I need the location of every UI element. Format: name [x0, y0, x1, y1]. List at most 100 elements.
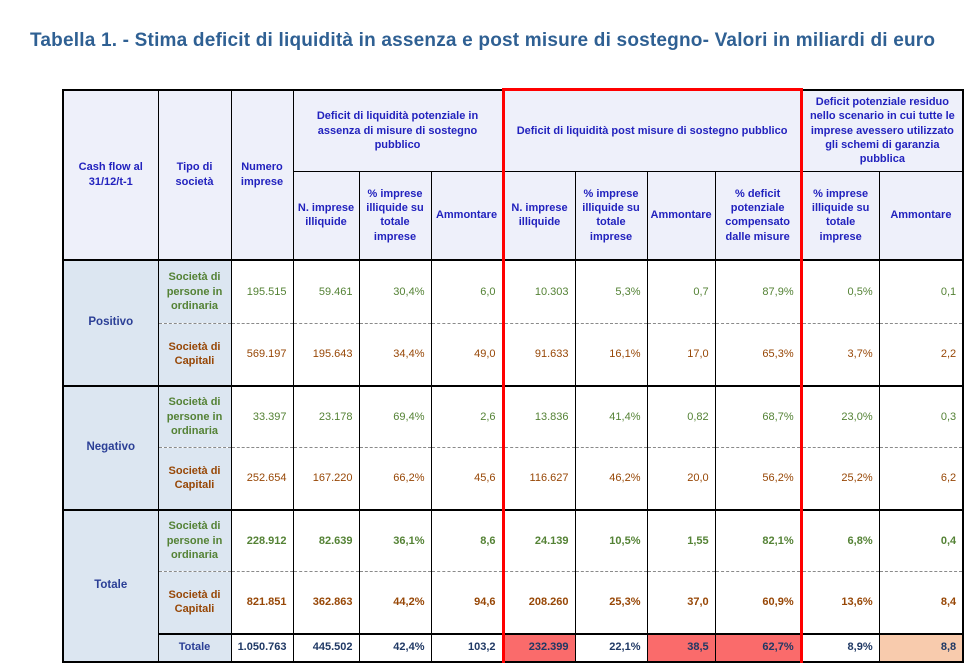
header-cash-flow: Cash flow al 31/12/t-1: [62, 89, 159, 260]
value-cell: 1.050.763: [230, 632, 294, 662]
value-cell: 6,2: [878, 447, 964, 510]
value-cell: 36,1%: [358, 508, 432, 572]
value-cell: 6,0: [430, 258, 504, 324]
value-cell: 0,7: [646, 258, 716, 324]
value-cell: 42,4%: [358, 632, 432, 662]
value-cell: 44,2%: [358, 571, 432, 634]
value-cell: 167.220: [292, 447, 360, 510]
value-cell: 228.912: [230, 508, 294, 572]
value-cell: 10,5%: [574, 508, 648, 572]
value-cell: 195.515: [230, 258, 294, 324]
value-cell: 5,3%: [574, 258, 648, 324]
value-cell: 23.178: [292, 384, 360, 448]
value-cell: 2,2: [878, 323, 964, 386]
value-cell: 569.197: [230, 323, 294, 386]
value-cell: 17,0: [646, 323, 716, 386]
value-cell-highlight-orange: 8,8: [878, 632, 964, 662]
row-group-negativo: Negativo: [62, 384, 159, 510]
value-cell: 94,6: [430, 571, 504, 634]
subheader-pct-imprese-illiquide: % imprese illiquide su totale imprese: [800, 171, 880, 260]
value-cell: 6,8%: [800, 508, 880, 572]
value-cell: 445.502: [292, 632, 360, 662]
header-group-row: Cash flow al 31/12/t-1 Tipo di società N…: [62, 88, 964, 260]
table-row: Negativo Società di persone in ordinaria…: [62, 384, 964, 510]
value-cell: 25,3%: [574, 571, 648, 634]
group-header-assenza-misure: Deficit di liquidità potenziale in assen…: [292, 89, 504, 172]
tipo-societa-capitali: Società di Capitali: [157, 323, 232, 386]
value-cell: 59.461: [292, 258, 360, 324]
header-sub-row: N. imprese illiquide % imprese illiquide…: [63, 171, 964, 260]
value-cell: 362.863: [292, 571, 360, 634]
value-cell: 116.627: [501, 447, 576, 510]
value-cell: 195.643: [292, 323, 360, 386]
group-header-residuo-garanzia: Deficit potenziale residuo nello scenari…: [800, 89, 964, 172]
value-cell-highlight-red: 38,5: [646, 632, 716, 662]
value-cell: 30,4%: [358, 258, 432, 324]
value-cell: 87,9%: [714, 258, 803, 324]
tipo-societa-persone: Società di persone in ordinaria: [157, 508, 232, 572]
header-tipo-societa: Tipo di società: [157, 89, 232, 260]
value-cell: 13,6%: [800, 571, 880, 634]
value-cell: 23,0%: [800, 384, 880, 448]
value-cell: 24.139: [501, 508, 576, 572]
value-cell: 69,4%: [358, 384, 432, 448]
value-cell: 103,2: [430, 632, 504, 662]
row-group-totale: Totale: [62, 508, 159, 662]
table-row: Totale Società di persone in ordinaria 2…: [62, 508, 964, 662]
liquidity-table: Cash flow al 31/12/t-1 Tipo di società N…: [62, 88, 965, 663]
value-cell: 60,9%: [714, 571, 803, 634]
subheader-pct-imprese-illiquide: % imprese illiquide su totale imprese: [574, 171, 648, 260]
value-cell: 82.639: [292, 508, 360, 572]
value-cell: 82,1%: [714, 508, 803, 572]
table-container: Cash flow al 31/12/t-1 Tipo di società N…: [62, 88, 965, 663]
subheader-pct-deficit-compensato: % deficit potenziale compensato dalle mi…: [714, 171, 803, 260]
table-row: Positivo Società di persone in ordinaria…: [62, 258, 964, 386]
value-cell: 252.654: [230, 447, 294, 510]
value-cell: 16,1%: [574, 323, 648, 386]
value-cell: 0,82: [646, 384, 716, 448]
value-cell: 8,6: [430, 508, 504, 572]
value-cell: 65,3%: [714, 323, 803, 386]
value-cell: 0,5%: [800, 258, 880, 324]
value-cell: 13.836: [501, 384, 576, 448]
table-row-total: Totale 1.050.763 445.502 42,4% 103,2 232…: [63, 632, 964, 662]
value-cell: 8,4: [878, 571, 964, 634]
value-cell: 91.633: [501, 323, 576, 386]
value-cell: 10.303: [501, 258, 576, 324]
value-cell: 49,0: [430, 323, 504, 386]
value-cell: 56,2%: [714, 447, 803, 510]
subheader-ammontare: Ammontare: [646, 171, 716, 260]
subheader-n-imprese-illiquide: N. imprese illiquide: [292, 171, 360, 260]
header-numero-imprese: Numero imprese: [230, 89, 294, 260]
table-row: Società di Capitali 252.654 167.220 66,2…: [63, 447, 964, 510]
value-cell: 46,2%: [574, 447, 648, 510]
subheader-ammontare: Ammontare: [430, 171, 504, 260]
row-group-positivo: Positivo: [62, 258, 159, 386]
value-cell: 66,2%: [358, 447, 432, 510]
value-cell: 20,0: [646, 447, 716, 510]
value-cell: 25,2%: [800, 447, 880, 510]
value-cell: 208.260: [501, 571, 576, 634]
value-cell: 0,3: [878, 384, 964, 448]
value-cell: 0,1: [878, 258, 964, 324]
tipo-societa-persone: Società di persone in ordinaria: [157, 258, 232, 324]
value-cell: 1,55: [646, 508, 716, 572]
table-row: Società di Capitali 821.851 362.863 44,2…: [63, 571, 964, 634]
value-cell: 34,4%: [358, 323, 432, 386]
tipo-totale: Totale: [157, 632, 232, 662]
value-cell: 37,0: [646, 571, 716, 634]
value-cell: 68,7%: [714, 384, 803, 448]
subheader-pct-imprese-illiquide: % imprese illiquide su totale imprese: [358, 171, 432, 260]
value-cell: 821.851: [230, 571, 294, 634]
value-cell: 2,6: [430, 384, 504, 448]
page-title: Tabella 1. - Stima deficit di liquidità …: [30, 30, 936, 51]
value-cell: 8,9%: [800, 632, 880, 662]
tipo-societa-persone: Società di persone in ordinaria: [157, 384, 232, 448]
value-cell-highlight-red: 62,7%: [714, 632, 803, 662]
value-cell: 3,7%: [800, 323, 880, 386]
value-cell: 22,1%: [574, 632, 648, 662]
value-cell-highlight-red: 232.399: [501, 632, 576, 662]
value-cell: 41,4%: [574, 384, 648, 448]
value-cell: 0,4: [878, 508, 964, 572]
tipo-societa-capitali: Società di Capitali: [157, 571, 232, 634]
